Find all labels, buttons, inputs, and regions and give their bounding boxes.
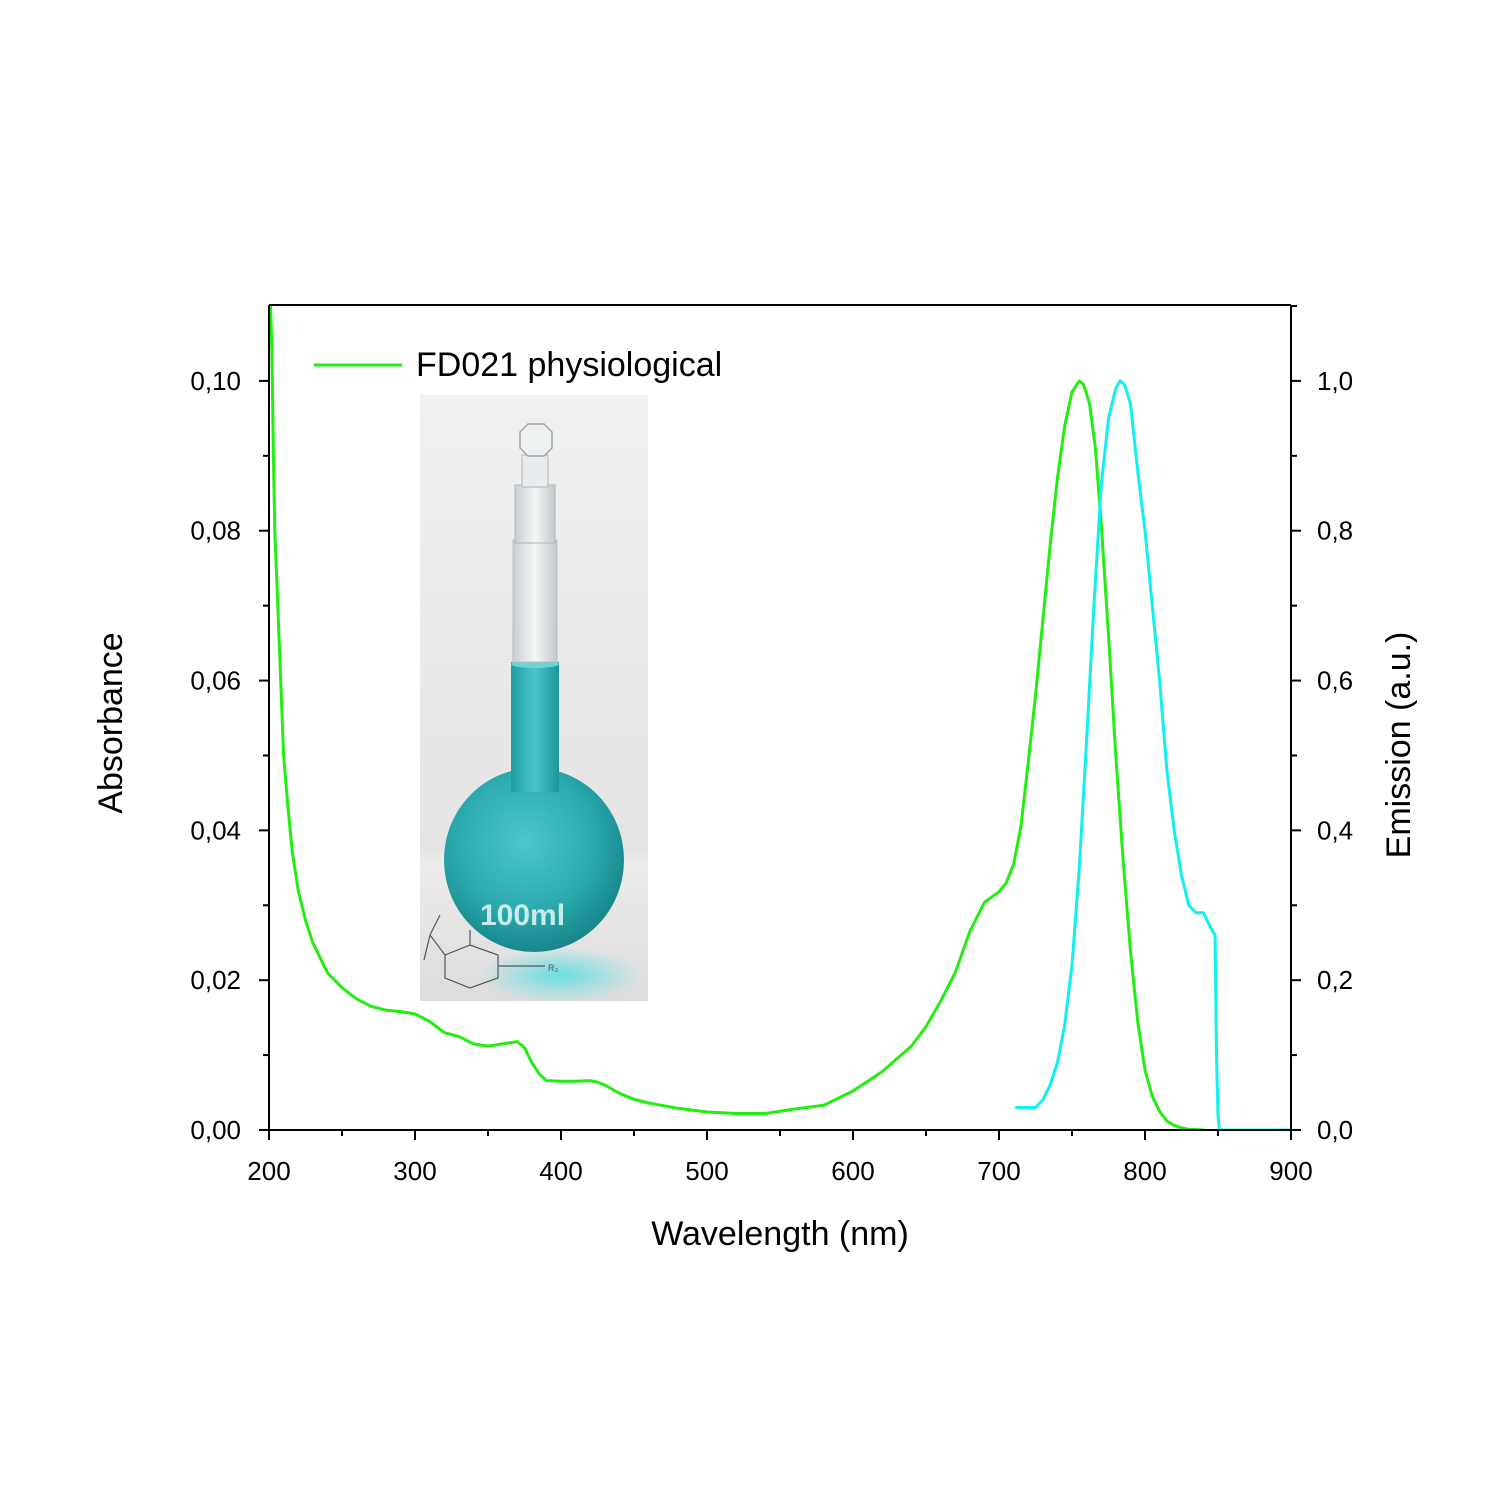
y2-tick-label: 0,6 <box>1317 666 1353 696</box>
flask-neck-liquid <box>511 662 559 792</box>
y2-tick-label: 1,0 <box>1317 366 1353 396</box>
flask-photo-inset: R₃ 100ml <box>420 395 648 1003</box>
y2-tick-label: 0,2 <box>1317 965 1353 995</box>
x-tick-label: 800 <box>1123 1156 1166 1186</box>
y2-axis-title: Emission (a.u.) <box>1380 632 1418 859</box>
y2-tick-label: 0,0 <box>1317 1115 1353 1145</box>
structure-sketch <box>423 914 545 989</box>
y2-tick-label: 0,8 <box>1317 516 1353 546</box>
y-tick-label: 0,00 <box>190 1115 241 1145</box>
y-tick-label: 0,06 <box>190 666 241 696</box>
flask-marking: 100ml <box>480 899 565 932</box>
y2-tick-label: 0,4 <box>1317 815 1353 845</box>
y-tick-label: 0,02 <box>190 965 241 995</box>
x-tick-label: 400 <box>539 1156 582 1186</box>
x-tick-label: 500 <box>685 1156 728 1186</box>
y-tick-label: 0,04 <box>190 815 241 845</box>
y-tick-label: 0,10 <box>190 366 241 396</box>
svg-text:R₃: R₃ <box>548 963 558 973</box>
x-tick-label: 300 <box>393 1156 436 1186</box>
x-tick-label: 900 <box>1269 1156 1312 1186</box>
x-tick-label: 600 <box>831 1156 874 1186</box>
legend: FD021 physiological <box>314 346 722 384</box>
emission-series-line <box>1015 379 1291 1130</box>
y-tick-label: 0,08 <box>190 516 241 546</box>
y-axis-title: Absorbance <box>92 632 130 813</box>
x-tick-label: 200 <box>247 1156 290 1186</box>
flask-bulb <box>444 768 624 952</box>
x-tick-label: 700 <box>977 1156 1020 1186</box>
x-axis-title: Wavelength (nm) <box>651 1215 909 1253</box>
absorbance-series-line <box>269 306 1205 1130</box>
legend-label: FD021 physiological <box>416 346 722 384</box>
